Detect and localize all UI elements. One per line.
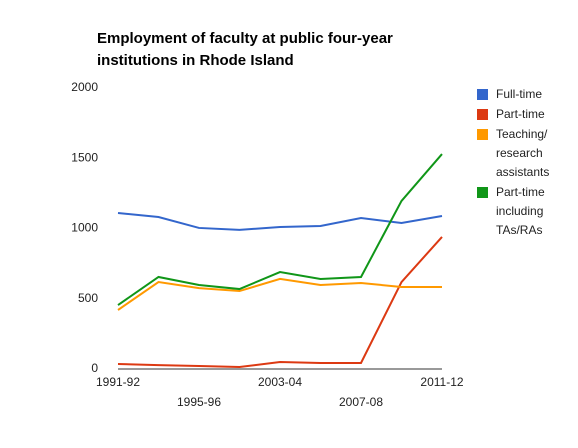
legend-swatch [477,187,488,198]
legend-label: Part-time [496,107,545,121]
x-tick-label: 2003-04 [258,375,302,389]
series-line [117,236,443,369]
y-tick-label: 1500 [71,150,98,164]
chart-title: Employment of faculty at public four-yea… [97,30,393,69]
series-line [117,212,443,231]
x-tick-label: 2011-12 [420,375,463,389]
y-tick-label: 500 [78,291,98,305]
series-line [117,277,442,311]
legend-label: Full-time [496,87,542,101]
legend-swatch [477,129,488,140]
series-line [117,153,443,306]
x-tick-label: 1995-96 [177,395,221,409]
x-tick-label: 2007-08 [339,395,383,409]
legend-swatch [477,89,488,100]
legend-label: Part-time including TAs/RAs [496,185,545,237]
y-tick-label: 0 [91,361,98,375]
x-tick-label: 1991-92 [96,375,140,389]
y-tick-label: 2000 [71,80,98,94]
y-tick-label: 1000 [71,221,98,235]
legend-swatch [477,109,488,120]
legend-label: Teaching/research assistants [496,127,549,179]
